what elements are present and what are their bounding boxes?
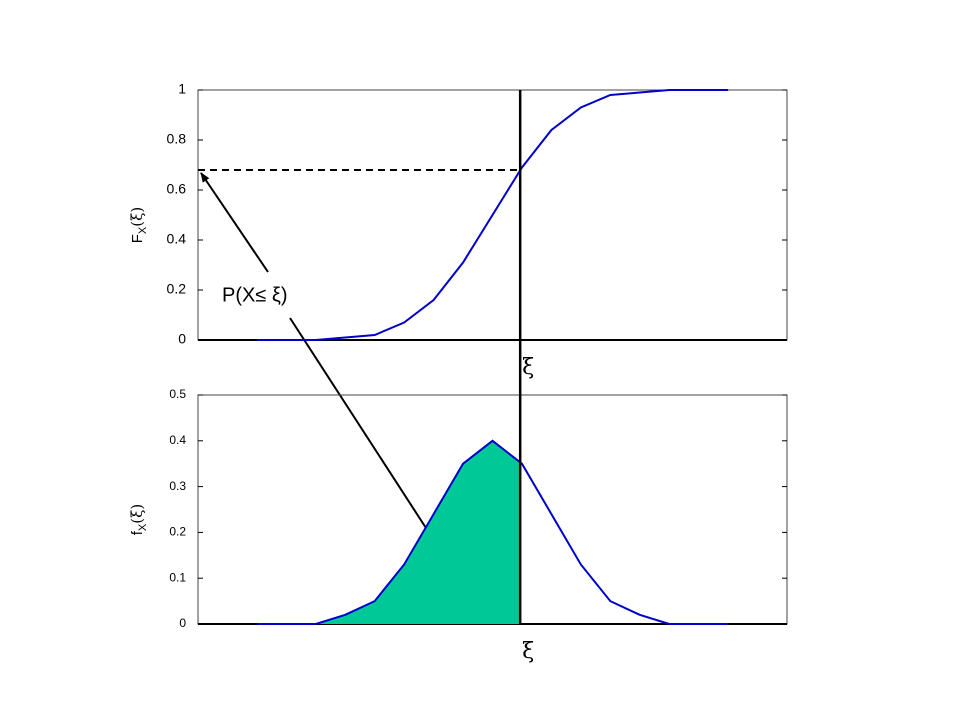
y-tick-label: 0.2 bbox=[169, 525, 186, 539]
curve bbox=[256, 439, 729, 625]
y-tick-label: 1 bbox=[178, 81, 186, 97]
annotation: P(X≤ ξ) bbox=[222, 284, 288, 306]
y-tick-label: 0.2 bbox=[167, 281, 187, 297]
y-tick-label: 0 bbox=[178, 331, 186, 347]
y-label-sub: X bbox=[137, 226, 149, 234]
y-tick-label: 0.4 bbox=[167, 231, 187, 247]
y-tick-label: 0 bbox=[179, 616, 186, 630]
annotation-arrow bbox=[289, 317, 438, 546]
y-label-arg: (ξ) bbox=[128, 504, 146, 524]
y-label-arg: (ξ) bbox=[128, 207, 146, 227]
y-axis-label: fX(ξ) bbox=[128, 504, 149, 535]
y-label-main: F bbox=[129, 234, 146, 243]
y-tick-label: 0.6 bbox=[167, 181, 187, 197]
y-tick-label: 0.1 bbox=[169, 570, 186, 584]
y-tick-label: 0.4 bbox=[169, 433, 186, 447]
shaded-area bbox=[256, 440, 521, 624]
y-label-sub: X bbox=[137, 523, 149, 531]
x-axis-label: ξ bbox=[522, 639, 534, 664]
curve bbox=[256, 89, 729, 341]
y-axis-label: FX(ξ) bbox=[128, 207, 149, 243]
y-tick-label: 0.3 bbox=[169, 479, 186, 493]
y-label-main: f bbox=[129, 530, 146, 535]
y-tick-label: 0.5 bbox=[169, 387, 186, 401]
annotation-arrow bbox=[200, 172, 269, 273]
y-tick-label: 0.8 bbox=[167, 131, 187, 147]
x-axis-label: ξ bbox=[522, 355, 534, 380]
